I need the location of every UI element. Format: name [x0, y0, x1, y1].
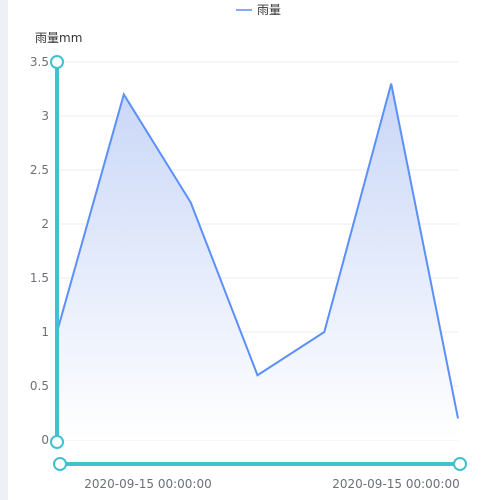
y-tick-label: 2	[41, 217, 49, 231]
area-fill-rainfall	[57, 83, 458, 440]
y-zoom-handle-bottom[interactable]	[50, 435, 64, 449]
y-zoom-handle-top[interactable]	[50, 55, 64, 69]
y-tick-labels: 0 0.5 1 1.5 2 2.5 3 3.5	[30, 55, 49, 447]
x-zoom-handle-left[interactable]	[53, 457, 67, 471]
x-tick-labels: 2020-09-15 00:00:00 2020-09-15 00:00:00	[84, 477, 459, 491]
y-tick-label: 1	[41, 325, 49, 339]
legend[interactable]: 雨量	[236, 3, 281, 17]
y-data-zoom-slider[interactable]	[50, 55, 64, 449]
y-axis-title: 雨量mm	[35, 31, 82, 45]
line-rainfall	[56, 83, 459, 419]
x-data-zoom-slider[interactable]	[53, 457, 467, 471]
y-tick-label: 3.5	[30, 55, 49, 69]
y-tick-label: 3	[41, 109, 49, 123]
y-tick-label: 1.5	[30, 271, 49, 285]
y-tick-label: 0	[41, 433, 49, 447]
legend-label-rainfall: 雨量	[257, 3, 281, 17]
series-rainfall	[56, 83, 459, 440]
y-tick-label: 0.5	[30, 379, 49, 393]
left-edge-strip	[0, 0, 8, 500]
x-zoom-handle-right[interactable]	[453, 457, 467, 471]
x-tick-label: 2020-09-15 00:00:00	[84, 477, 211, 491]
y-tick-label: 2.5	[30, 163, 49, 177]
x-tick-label: 2020-09-15 00:00:00	[332, 477, 459, 491]
